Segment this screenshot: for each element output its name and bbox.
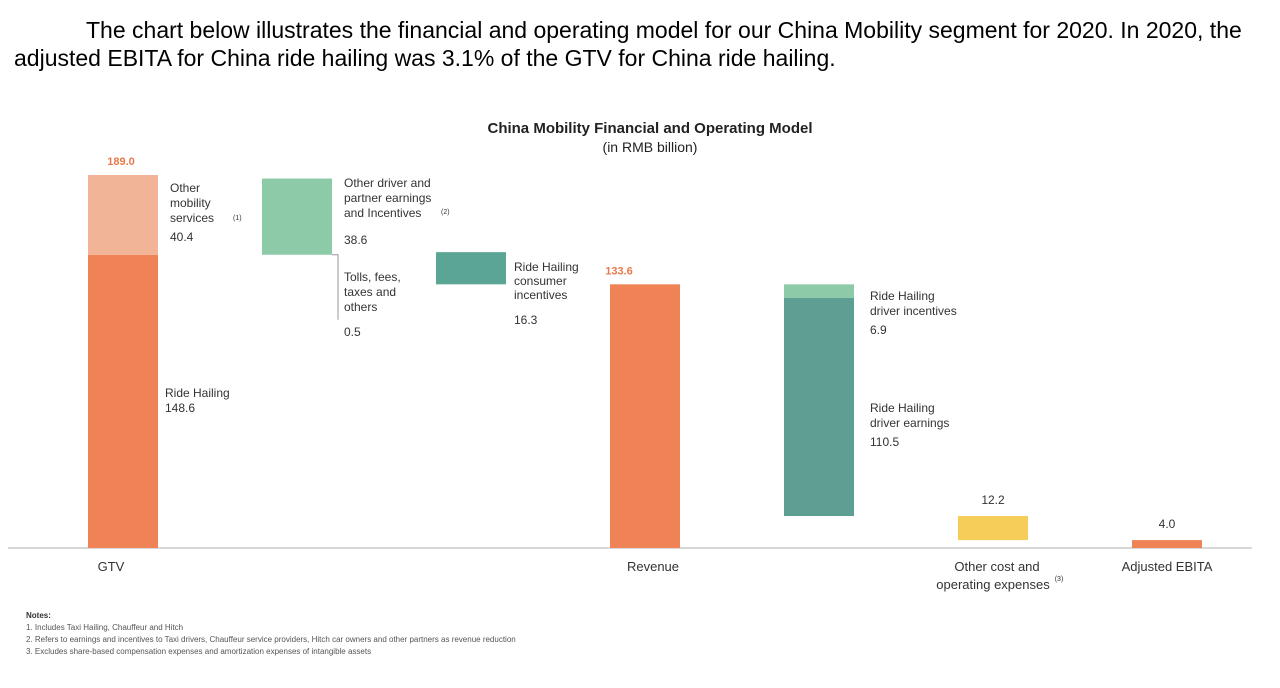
bar-other-cost-and-operating-expenses bbox=[958, 516, 1028, 541]
label-other-mobility-line-3: services bbox=[170, 211, 214, 225]
value-ride-hailing: 148.6 bbox=[165, 401, 195, 415]
label-other-driver-line-2: partner earnings bbox=[344, 191, 431, 205]
category-label-gtv: GTV bbox=[98, 559, 125, 574]
value-tolls: 0.5 bbox=[344, 325, 361, 339]
label-ride-hailing-line-1: Ride Hailing bbox=[165, 386, 230, 400]
value-other-mobility: 40.4 bbox=[170, 230, 194, 244]
value-label-other-cost: 12.2 bbox=[981, 493, 1005, 507]
footnote-other-driver: (2) bbox=[441, 209, 450, 216]
category-label-other-cost-line-2: operating expenses bbox=[936, 577, 1050, 592]
total-label-revenue: 133.6 bbox=[605, 265, 633, 277]
note-3: 3. Excludes share-based compensation exp… bbox=[26, 647, 372, 656]
label-driver-earnings-line-2: driver earnings bbox=[870, 416, 949, 430]
label-driver-incentives-line-2: driver incentives bbox=[870, 304, 957, 318]
label-consumer-incentives-line-2: consumer bbox=[514, 274, 567, 288]
label-consumer-incentives-line-3: incentives bbox=[514, 288, 567, 302]
bars-group bbox=[88, 175, 1202, 549]
value-consumer-incentives: 16.3 bbox=[514, 313, 538, 327]
label-driver-earnings-line-1: Ride Hailing bbox=[870, 401, 935, 415]
chart-subtitle: (in RMB billion) bbox=[603, 139, 698, 155]
bar-other-mobility-services bbox=[88, 175, 158, 255]
note-2: 2. Refers to earnings and incentives to … bbox=[26, 635, 516, 644]
bar-ride-hailing-consumer-incentives bbox=[436, 252, 506, 285]
label-other-mobility-line-2: mobility bbox=[170, 196, 211, 210]
label-tolls-line-2: taxes and bbox=[344, 285, 396, 299]
footnote-other-mobility: (1) bbox=[233, 215, 242, 222]
notes-heading: Notes: bbox=[26, 611, 51, 620]
category-label-other-cost-line-1: Other cost and bbox=[954, 559, 1039, 574]
bar-ride-hailing-driver-earnings bbox=[784, 297, 854, 517]
bar-other-driver-and-partner-earnings-and-incentives bbox=[262, 178, 332, 255]
value-label-adjusted-ebita: 4.0 bbox=[1159, 517, 1176, 531]
label-other-driver-line-3: and Incentives bbox=[344, 206, 421, 220]
value-other-driver: 38.6 bbox=[344, 233, 368, 247]
connector-lines bbox=[332, 254, 339, 320]
label-consumer-incentives-line-1: Ride Hailing bbox=[514, 260, 579, 274]
label-driver-incentives-line-1: Ride Hailing bbox=[870, 289, 935, 303]
footnote-other-cost: (3) bbox=[1055, 576, 1064, 583]
value-driver-incentives: 6.9 bbox=[870, 323, 887, 337]
bar-ride-hailing bbox=[88, 254, 158, 549]
category-label-revenue: Revenue bbox=[627, 559, 679, 574]
tolls-connector bbox=[332, 254, 339, 320]
label-other-driver-line-1: Other driver and bbox=[344, 176, 431, 190]
total-label-gtv: 189.0 bbox=[107, 156, 135, 168]
value-driver-earnings: 110.5 bbox=[870, 435, 899, 449]
bar-adjusted-ebita bbox=[1132, 540, 1202, 548]
chart-notes: Notes: 1. Includes Taxi Hailing, Chauffe… bbox=[26, 610, 516, 658]
label-tolls-line-3: others bbox=[344, 300, 377, 314]
note-1: 1. Includes Taxi Hailing, Chauffeur and … bbox=[26, 623, 184, 632]
intro-paragraph: The chart below illustrates the financia… bbox=[14, 17, 1242, 71]
label-other-mobility-line-1: Other bbox=[170, 181, 200, 195]
bar-revenue bbox=[610, 284, 680, 548]
label-tolls-line-1: Tolls, fees, bbox=[344, 270, 401, 284]
bar-ride-hailing-driver-incentives bbox=[784, 284, 854, 298]
chart-title: China Mobility Financial and Operating M… bbox=[487, 120, 812, 137]
category-label-adjusted-ebita: Adjusted EBITA bbox=[1122, 559, 1213, 574]
